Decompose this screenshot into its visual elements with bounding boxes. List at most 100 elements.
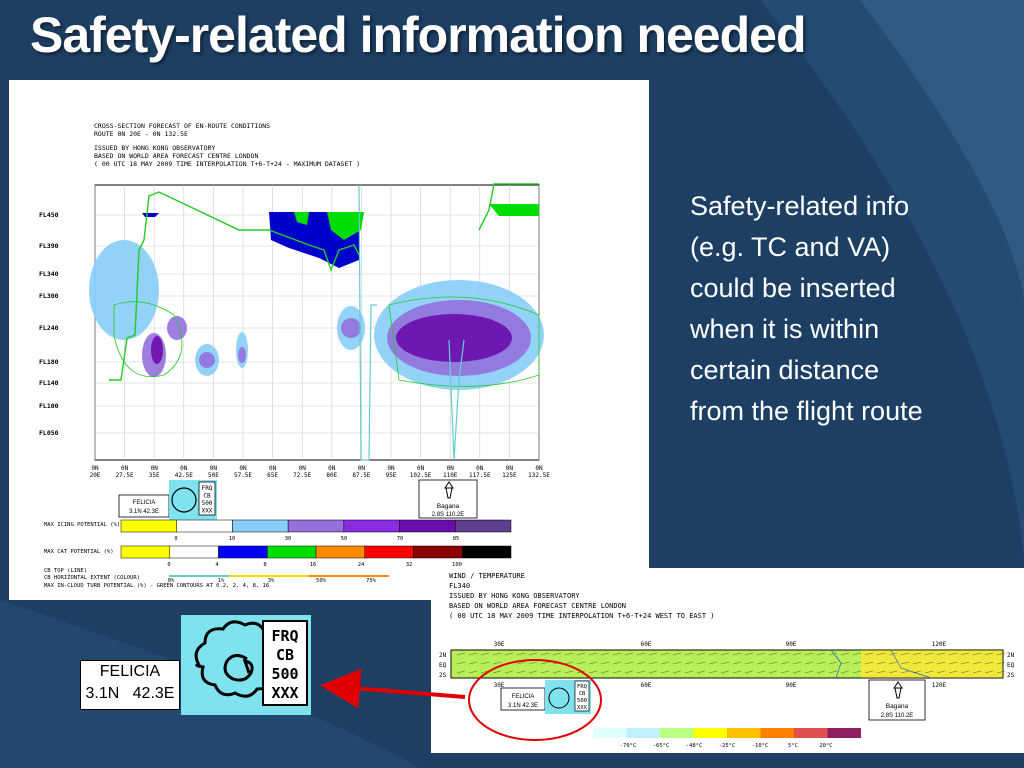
cb-extent-tick: 1% bbox=[218, 578, 225, 584]
wind-barb bbox=[948, 652, 958, 656]
icing-legend-tick: 85 bbox=[453, 536, 460, 542]
x-tick-label: 0N bbox=[447, 465, 455, 472]
x-tick-label: 42.5E bbox=[175, 472, 193, 479]
icing-legend-swatch bbox=[343, 519, 400, 533]
wind-barb bbox=[924, 652, 934, 656]
tc-label: 500 bbox=[271, 665, 298, 683]
longitude-label: 30E bbox=[494, 641, 505, 648]
wind-barb bbox=[792, 670, 802, 674]
temperature-legend-tick: -70°C bbox=[620, 743, 637, 749]
felicia-label-large: FELICIA 3.1N 42.3E bbox=[80, 660, 180, 710]
wind-barb bbox=[600, 661, 610, 665]
wind-barb bbox=[936, 652, 946, 656]
cat-legend-swatch bbox=[218, 545, 268, 559]
wind-barb bbox=[708, 670, 718, 674]
bagana-name: Bagana bbox=[886, 703, 909, 710]
wind-barb bbox=[876, 652, 886, 656]
wind-barb bbox=[732, 652, 742, 656]
cat-legend-swatch bbox=[267, 545, 317, 559]
wind-barb bbox=[924, 670, 934, 674]
icing-area bbox=[238, 347, 246, 363]
longitude-label: 60E bbox=[641, 682, 652, 689]
cat-legend-swatch bbox=[364, 545, 414, 559]
wind-barb bbox=[996, 661, 1006, 665]
wind-barb bbox=[600, 652, 610, 656]
wind-barb bbox=[828, 661, 838, 665]
icing-legend-tick: 70 bbox=[397, 536, 404, 542]
flight-level-label: FL240 bbox=[39, 324, 59, 332]
wind-barb bbox=[780, 652, 790, 656]
wind-barb bbox=[576, 652, 586, 656]
icing-area bbox=[199, 352, 215, 368]
cat-legend-swatch bbox=[120, 545, 170, 559]
wind-header-line: BASED ON WORLD AREA FORECAST CENTRE LOND… bbox=[449, 602, 626, 610]
felicia-position: 3.1N 42.3E bbox=[85, 685, 175, 702]
tc-label: CB bbox=[579, 691, 586, 697]
cb-extent-tick: 75% bbox=[366, 578, 377, 584]
wind-barb bbox=[612, 661, 622, 665]
x-tick-label: 0N bbox=[239, 465, 247, 472]
wind-barb bbox=[960, 652, 970, 656]
latitude-label: 2N bbox=[439, 652, 447, 659]
flight-level-label: FL390 bbox=[39, 242, 59, 250]
wind-barb bbox=[900, 652, 910, 656]
wind-barb bbox=[660, 652, 670, 656]
flight-level-label: FL450 bbox=[39, 211, 59, 219]
wind-barb bbox=[720, 670, 730, 674]
x-tick-label: 0N bbox=[91, 465, 99, 472]
wind-barb bbox=[696, 670, 706, 674]
wind-barb bbox=[972, 652, 982, 656]
icing-legend-tick: 30 bbox=[285, 536, 292, 542]
x-tick-label: 20E bbox=[90, 472, 101, 479]
wind-barb bbox=[636, 670, 646, 674]
icing-area bbox=[151, 336, 163, 364]
wind-barb bbox=[672, 652, 682, 656]
wind-barb bbox=[984, 652, 994, 656]
cat-area bbox=[294, 212, 309, 225]
wind-barb bbox=[792, 652, 802, 656]
cb-extent-tick: 50% bbox=[316, 578, 327, 584]
tc-label: CB bbox=[203, 493, 211, 500]
wind-barb bbox=[456, 670, 466, 674]
label-frame bbox=[418, 479, 478, 519]
longitude-label: 90E bbox=[786, 682, 797, 689]
wind-band-frame bbox=[450, 649, 1004, 679]
cb-top-legend-label: CB TOP (LINE) bbox=[44, 568, 87, 574]
x-tick-label: 0N bbox=[210, 465, 218, 472]
x-tick-label: 80E bbox=[326, 472, 337, 479]
wind-barb bbox=[948, 670, 958, 674]
felicia-name: FELICIA bbox=[99, 663, 161, 680]
icing-area bbox=[167, 316, 187, 340]
wind-barb bbox=[984, 670, 994, 674]
x-tick-label: 0N bbox=[328, 465, 336, 472]
wind-barb bbox=[828, 670, 838, 674]
latitude-label: 2S bbox=[439, 672, 447, 679]
cat-legend-tick: 0 bbox=[167, 562, 170, 568]
cat-legend-label: MAX CAT POTENTIAL (%) bbox=[44, 549, 114, 555]
cross-section-panel: CROSS-SECTION FORECAST OF EN-ROUTE CONDI… bbox=[9, 80, 649, 600]
cb-top-line bbox=[478, 183, 539, 231]
icing-area bbox=[396, 314, 512, 362]
volcano-icon bbox=[444, 481, 454, 499]
wind-barb bbox=[504, 652, 514, 656]
wind-barb bbox=[756, 661, 766, 665]
tc-label: CB bbox=[276, 646, 294, 664]
icing-legend-swatch bbox=[399, 519, 456, 533]
x-tick-label: 50E bbox=[208, 472, 219, 479]
wind-barb bbox=[816, 670, 826, 674]
bagana-label-box: Bagana 2.8S 110.2E bbox=[418, 479, 478, 519]
wind-barb bbox=[816, 652, 826, 656]
wind-barb bbox=[984, 661, 994, 665]
bagana-label-box bbox=[868, 679, 926, 721]
flight-level-label: FL050 bbox=[39, 429, 59, 437]
felicia-position: 3.1N 42.3E bbox=[129, 509, 159, 515]
wind-barb bbox=[660, 670, 670, 674]
icing-legend-swatch bbox=[232, 519, 289, 533]
wind-barb bbox=[564, 652, 574, 656]
body-line: (e.g. TC and VA) bbox=[690, 232, 891, 262]
wind-barb bbox=[708, 661, 718, 665]
wind-temperature-chart: WIND / TEMPERATURE FL340 ISSUED BY HONG KO… bbox=[439, 572, 1015, 749]
wind-barb bbox=[720, 652, 730, 656]
wind-barb bbox=[456, 661, 466, 665]
temperature-legend-tick: -48°C bbox=[686, 743, 703, 749]
